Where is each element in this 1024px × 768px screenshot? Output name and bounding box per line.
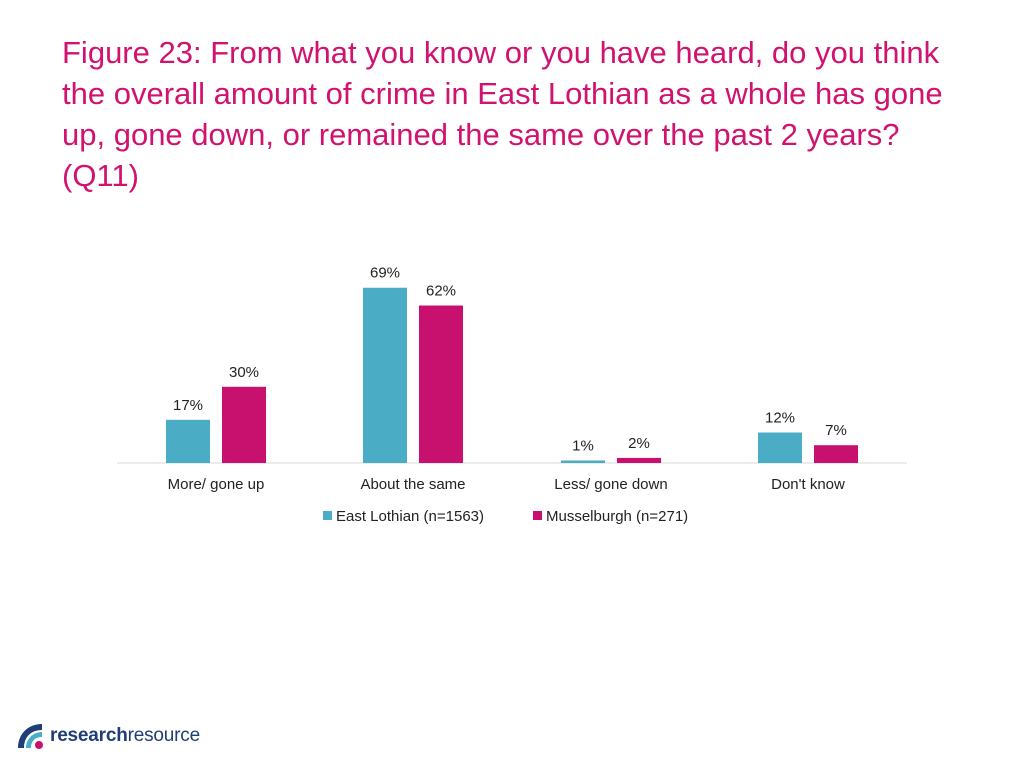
logo-text-resource: resource — [127, 725, 201, 746]
data-label: 17% — [173, 397, 203, 414]
data-label: 1% — [572, 437, 594, 454]
bar-east-lothian-1 — [363, 287, 407, 463]
x-tick-label: Don't know — [771, 476, 845, 493]
bar-east-lothian-2 — [561, 460, 605, 463]
data-label-group: 17% 30% 69% 62% 1% 2% 12% 7% — [173, 265, 847, 455]
data-label: 12% — [765, 410, 795, 427]
data-label: 7% — [825, 422, 847, 439]
legend-swatch — [323, 511, 332, 520]
bar-east-lothian-3 — [758, 432, 802, 463]
bar-musselburgh-3 — [814, 445, 858, 463]
bar-musselburgh-2 — [617, 457, 661, 463]
bar-musselburgh-0 — [222, 386, 266, 463]
bar-east-lothian-0 — [166, 419, 210, 463]
x-tick-label: More/ gone up — [168, 476, 265, 493]
logo-text: researchresource — [50, 725, 200, 747]
legend-label: Musselburgh (n=271) — [546, 508, 688, 525]
x-tick-label: Less/ gone down — [554, 476, 667, 493]
data-label: 30% — [229, 364, 259, 381]
data-label: 69% — [370, 265, 400, 282]
chart-title: Figure 23: From what you know or you hav… — [62, 35, 943, 193]
x-tick-label: About the same — [360, 476, 465, 493]
legend-swatch — [533, 511, 542, 520]
bar-musselburgh-1 — [419, 305, 463, 463]
legend: East Lothian (n=1563) Musselburgh (n=271) — [323, 508, 688, 525]
data-label: 2% — [628, 435, 650, 452]
logo-swoosh-icon — [18, 724, 43, 749]
logo-text-research: research — [50, 725, 128, 746]
category-label-group: More/ gone up About the same Less/ gone do… — [168, 476, 845, 493]
research-resource-logo: researchresource — [14, 716, 200, 756]
bar-chart: 17% 30% 69% 62% 1% 2% 12% 7% More/ gone up About… — [117, 265, 907, 525]
legend-label: East Lothian (n=1563) — [336, 508, 484, 525]
bar-group — [166, 287, 858, 463]
data-label: 62% — [426, 283, 456, 300]
